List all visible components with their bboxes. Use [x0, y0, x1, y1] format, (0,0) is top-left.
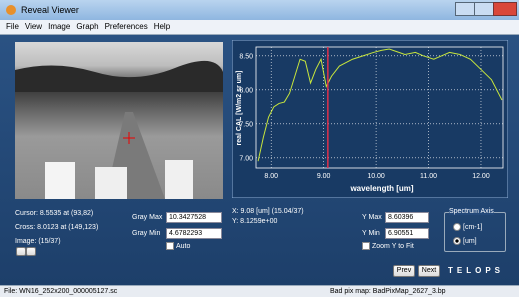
window-title: Reveal Viewer: [21, 5, 79, 15]
x-tick-label: 9.00: [317, 173, 331, 180]
menu-item[interactable]: Graph: [76, 22, 98, 31]
gray-max-label: Gray Max: [132, 214, 162, 221]
menu-item[interactable]: File: [6, 22, 19, 31]
next-button[interactable]: Next: [418, 265, 440, 277]
menu-item[interactable]: View: [25, 22, 42, 31]
app-icon: [6, 5, 16, 15]
app-window: Reveal Viewer File View Image Graph Preferen…: [0, 0, 519, 296]
y-tick-label: 8.50: [239, 53, 253, 60]
logo: TELOPS: [448, 266, 504, 275]
y-max-input[interactable]: 8.60396: [385, 212, 429, 223]
status-bar: File: WN16_252x200_000005127.sc Bad pix …: [0, 285, 519, 297]
maximize-button[interactable]: [474, 2, 494, 16]
radio-um[interactable]: [um]: [453, 237, 477, 245]
zoom-label: Zoom Y to Fit: [372, 243, 414, 250]
menu-item[interactable]: Help: [154, 22, 170, 31]
gray-min-label: Gray Min: [132, 230, 160, 237]
y-tick-label: 7.50: [239, 121, 253, 128]
auto-label: Auto: [176, 243, 190, 250]
menu-item[interactable]: Image: [48, 22, 70, 31]
menu-item[interactable]: Preferences: [105, 22, 148, 31]
radio-cm[interactable]: [cm-1]: [453, 223, 482, 231]
thermal-image: [15, 42, 223, 199]
x-tick-label: 10.00: [367, 173, 385, 180]
image-info: Image: (15/37): [15, 238, 61, 245]
y-min-label: Y Min: [362, 230, 380, 237]
cursor-info: Cursor: 8.5535 at (93,82): [15, 210, 93, 217]
y-max-label: Y Max: [362, 214, 382, 221]
radio-cm-label: [cm-1]: [463, 224, 482, 231]
x-axis-label: wavelength [um]: [349, 184, 413, 193]
y-axis-label: real CAL [W/m2 sr um]: [236, 71, 243, 146]
y-min-input[interactable]: 6.90551: [385, 228, 429, 239]
spectrum-chart: wavelength [um] real CAL [W/m2 sr um] 7.…: [232, 40, 508, 198]
auto-checkbox[interactable]: Auto: [166, 242, 190, 250]
spectrum-axis-group: Spectrum Axis [cm-1] [um]: [444, 212, 506, 252]
y-tick-label: 7.00: [239, 155, 253, 162]
image-prev-button[interactable]: [16, 247, 26, 256]
spectrum-axis-title: Spectrum Axis: [449, 208, 494, 215]
gray-max-input[interactable]: 10.3427528: [166, 212, 222, 223]
title-bar: Reveal Viewer: [0, 0, 519, 20]
menu-bar: File View Image Graph Preferences Help: [0, 20, 519, 35]
radio-um-label: [um]: [463, 238, 477, 245]
prev-button[interactable]: Prev: [393, 265, 415, 277]
status-file: File: WN16_252x200_000005127.sc: [4, 288, 117, 295]
x-tick-label: 12.00: [472, 173, 490, 180]
y-tick-label: 8.00: [239, 87, 253, 94]
x-tick-label: 11.00: [420, 173, 437, 180]
status-badpix: Bad pix map: BadPixMap_2627_3.bp: [330, 288, 446, 295]
minimize-button[interactable]: [455, 2, 475, 16]
image-next-button[interactable]: [26, 247, 36, 256]
close-button[interactable]: [493, 2, 517, 16]
x-tick-label: 8.00: [264, 173, 278, 180]
cross-info: Cross: 8.0123 at (149,123): [15, 224, 98, 231]
gray-min-input[interactable]: 4.6782293: [166, 228, 222, 239]
zoom-checkbox[interactable]: Zoom Y to Fit: [362, 242, 414, 250]
readout-y: Y: 8.1259e+00: [232, 218, 277, 225]
readout-x: X: 9.08 [um] (15.04/37): [232, 208, 304, 215]
